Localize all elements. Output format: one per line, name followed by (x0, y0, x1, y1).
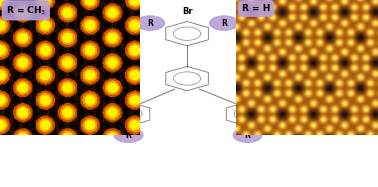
Text: R = H: R = H (242, 4, 270, 13)
Text: R: R (125, 131, 132, 140)
Text: R: R (88, 99, 94, 108)
Text: R: R (221, 19, 227, 28)
Text: Br: Br (182, 7, 192, 16)
Text: Br: Br (270, 123, 280, 132)
Circle shape (136, 16, 164, 30)
Circle shape (210, 16, 239, 30)
Text: Br: Br (96, 123, 106, 132)
Text: R: R (147, 19, 153, 28)
Circle shape (270, 96, 299, 111)
Circle shape (233, 128, 262, 142)
Circle shape (114, 128, 143, 142)
Text: R = CH$_3$: R = CH$_3$ (6, 4, 46, 16)
Text: R: R (282, 99, 288, 108)
Circle shape (77, 96, 106, 111)
Text: R: R (245, 131, 251, 140)
